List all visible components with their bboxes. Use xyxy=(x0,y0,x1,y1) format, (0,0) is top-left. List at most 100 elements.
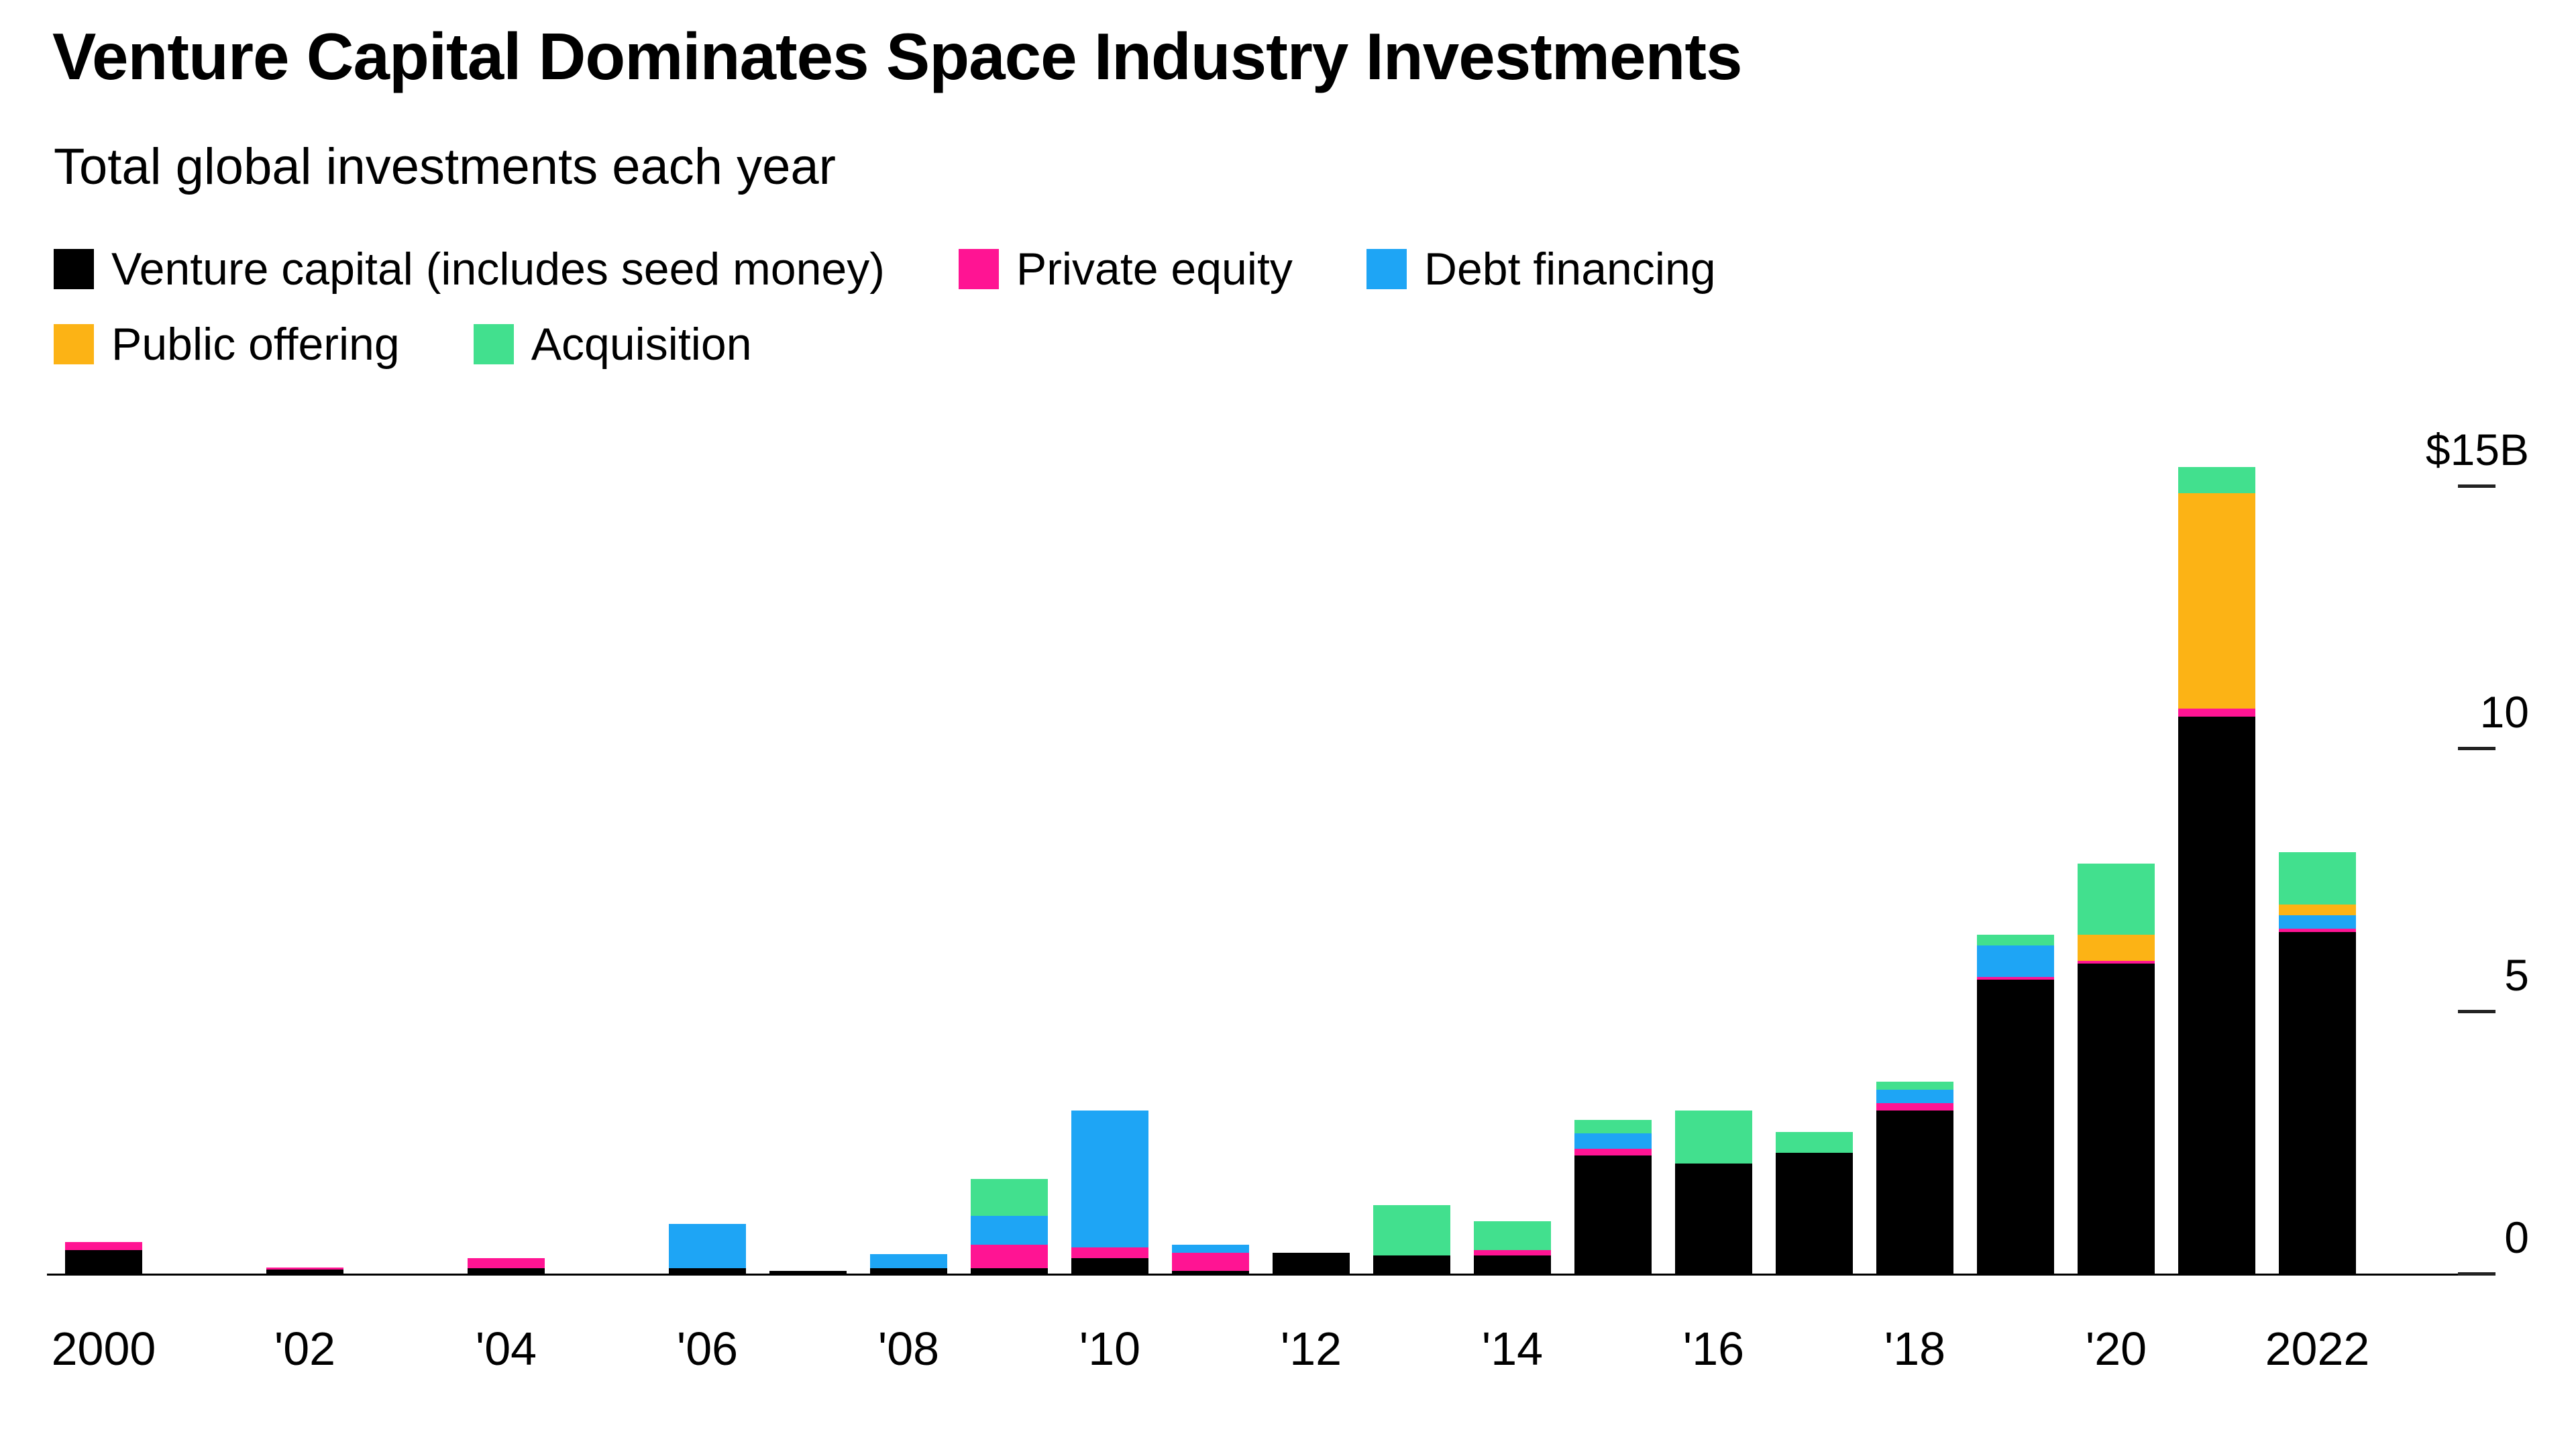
bar-segment-public-offering xyxy=(2078,934,2155,962)
chart-title: Venture Capital Dominates Space Industry… xyxy=(52,19,1743,93)
bar-segment-debt-financing xyxy=(1876,1089,1953,1103)
bar-2022 xyxy=(2279,852,2356,1274)
legend-label: Private equity xyxy=(1016,244,1293,295)
bar-segment-venture-capital xyxy=(1071,1257,1148,1274)
x-axis-label: '12 xyxy=(1280,1323,1342,1375)
bar-2019 xyxy=(1977,935,2054,1274)
y-axis-label: $15B xyxy=(2425,424,2529,474)
bar-segment-acquisition xyxy=(1373,1205,1450,1255)
y-axis-tick xyxy=(2458,747,2496,750)
x-axis-label: '04 xyxy=(475,1323,537,1375)
bar-2010 xyxy=(1071,1111,1148,1274)
bar-segment-venture-capital xyxy=(1574,1155,1652,1274)
bar-2012 xyxy=(1273,1252,1350,1274)
bar-segment-venture-capital xyxy=(1373,1255,1450,1274)
bar-2007 xyxy=(769,1271,847,1274)
bar-segment-venture-capital xyxy=(1273,1252,1350,1274)
bar-segment-venture-capital xyxy=(2279,932,2356,1274)
bar-segment-acquisition xyxy=(1876,1082,1953,1090)
bar-segment-private-equity xyxy=(971,1244,1048,1269)
bar-2015 xyxy=(1574,1120,1652,1274)
bar-segment-venture-capital xyxy=(669,1268,746,1274)
y-axis-tick xyxy=(2458,1272,2496,1276)
legend-swatch-acquisition xyxy=(473,324,514,364)
bar-segment-debt-financing xyxy=(2279,915,2356,929)
chart-subtitle: Total global investments each year xyxy=(54,138,836,195)
bar-segment-venture-capital xyxy=(1876,1111,1953,1274)
bar-2017 xyxy=(1776,1131,1853,1274)
legend-swatch-private-equity xyxy=(958,249,999,289)
bar-segment-private-equity xyxy=(266,1267,343,1270)
y-axis-label: 5 xyxy=(2504,949,2529,1000)
bar-segment-debt-financing xyxy=(1574,1133,1652,1149)
bar-segment-acquisition xyxy=(1574,1120,1652,1133)
bar-segment-debt-financing xyxy=(971,1215,1048,1245)
bar-2000 xyxy=(65,1242,142,1274)
x-axis-label: 2000 xyxy=(51,1323,156,1375)
legend-item-debt-financing: Debt financing xyxy=(1366,243,1716,295)
y-axis-label: 10 xyxy=(2479,687,2529,737)
bar-segment-venture-capital xyxy=(870,1268,947,1274)
bar-segment-acquisition xyxy=(1474,1221,1551,1250)
bar-segment-acquisition xyxy=(2078,864,2155,935)
x-axis-label: '20 xyxy=(2085,1323,2147,1375)
legend-item-private-equity: Private equity xyxy=(958,243,1293,295)
y-axis-tick xyxy=(2458,1009,2496,1013)
bar-segment-acquisition xyxy=(1776,1131,1853,1153)
bar-segment-public-offering xyxy=(2279,905,2356,916)
bar-segment-venture-capital xyxy=(971,1268,1048,1274)
bar-segment-debt-financing xyxy=(1071,1111,1148,1247)
bar-segment-venture-capital xyxy=(65,1249,142,1274)
bar-2011 xyxy=(1172,1244,1249,1274)
legend-swatch-venture-capital xyxy=(54,249,94,289)
bar-segment-debt-financing xyxy=(669,1223,746,1269)
bar-segment-venture-capital xyxy=(468,1268,545,1274)
bar-2014 xyxy=(1474,1221,1551,1274)
bar-segment-acquisition xyxy=(971,1179,1048,1216)
bar-segment-venture-capital xyxy=(1474,1255,1551,1274)
bar-segment-private-equity xyxy=(2178,709,2255,717)
x-axis-label: '16 xyxy=(1682,1323,1745,1375)
bar-segment-private-equity xyxy=(65,1242,142,1250)
bar-segment-acquisition xyxy=(1675,1111,1752,1164)
bar-segment-acquisition xyxy=(1977,935,2054,945)
bar-segment-acquisition xyxy=(2178,467,2255,494)
bar-segment-venture-capital xyxy=(266,1269,343,1274)
legend-item-venture-capital: Venture capital (includes seed money) xyxy=(54,243,885,295)
legend-label: Venture capital (includes seed money) xyxy=(111,244,885,295)
bar-segment-private-equity xyxy=(2078,961,2155,964)
bar-segment-debt-financing xyxy=(1977,945,2054,977)
bar-segment-public-offering xyxy=(2178,493,2255,709)
legend-item-acquisition: Acquisition xyxy=(473,318,752,370)
bar-2021 xyxy=(2178,467,2255,1274)
bar-segment-debt-financing xyxy=(870,1254,947,1269)
legend-label: Acquisition xyxy=(531,319,752,370)
bar-segment-venture-capital xyxy=(769,1271,847,1274)
x-axis-line xyxy=(47,1274,2469,1276)
bar-segment-private-equity xyxy=(1071,1247,1148,1258)
legend-swatch-debt-financing xyxy=(1366,249,1407,289)
bar-segment-acquisition xyxy=(2279,852,2356,905)
legend-item-public-offering: Public offering xyxy=(54,318,400,370)
x-axis-label: '18 xyxy=(1884,1323,1946,1375)
bar-segment-private-equity xyxy=(1876,1102,1953,1111)
bar-segment-venture-capital xyxy=(2078,964,2155,1274)
bar-segment-venture-capital xyxy=(1977,979,2054,1274)
bar-2016 xyxy=(1675,1111,1752,1274)
bar-2008 xyxy=(870,1254,947,1274)
bar-segment-private-equity xyxy=(1172,1252,1249,1272)
y-axis-label: 0 xyxy=(2504,1213,2529,1262)
bar-segment-private-equity xyxy=(2279,928,2356,933)
bar-segment-venture-capital xyxy=(1675,1163,1752,1274)
bar-segment-venture-capital xyxy=(1776,1152,1853,1274)
x-axis-label: '10 xyxy=(1079,1323,1141,1375)
bar-segment-private-equity xyxy=(1474,1249,1551,1255)
bar-2013 xyxy=(1373,1205,1450,1274)
x-axis-label: '08 xyxy=(877,1323,940,1375)
x-axis-label: '14 xyxy=(1481,1323,1544,1375)
x-axis-label: 2022 xyxy=(2265,1323,2370,1375)
y-axis-tick xyxy=(2458,484,2496,488)
plot-area: $15B 10 5 0 2000 '02 '04 '06 '08 '10 '12 '14 '16 '18 '… xyxy=(0,425,2576,1375)
x-axis-label: '06 xyxy=(676,1323,739,1375)
bar-2009 xyxy=(971,1179,1048,1274)
